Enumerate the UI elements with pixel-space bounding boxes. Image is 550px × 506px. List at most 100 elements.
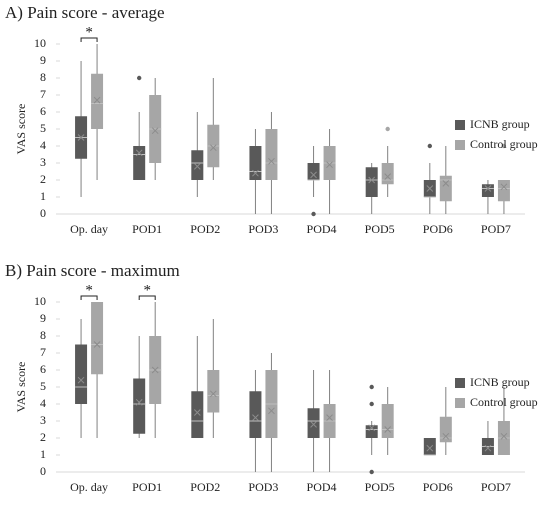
y-tick-label: 10	[34, 294, 46, 308]
mean-marker	[426, 185, 434, 192]
mean-marker	[368, 424, 376, 432]
outlier	[311, 211, 316, 217]
x-tick-label: POD7	[481, 480, 511, 494]
x-tick-label: Op. day	[70, 480, 108, 494]
significance-label: *	[85, 24, 93, 40]
outlier	[427, 143, 433, 149]
y-tick-label: 4	[40, 396, 46, 410]
x-tick-label: POD1	[132, 222, 162, 236]
box	[307, 163, 320, 180]
mean-marker	[151, 127, 159, 135]
mean-marker	[384, 173, 392, 180]
x-tick-label: POD3	[248, 222, 278, 236]
y-tick-label: 9	[40, 311, 46, 325]
mean-marker	[151, 366, 159, 374]
chart-title: A) Pain score - average	[5, 3, 165, 22]
y-tick-label: 1	[40, 447, 46, 461]
y-tick-label: 5	[40, 379, 46, 393]
box	[439, 416, 452, 443]
x-tick-label: POD7	[481, 222, 511, 236]
outlier	[136, 75, 142, 81]
mean-marker	[268, 407, 275, 415]
y-tick-label: 10	[34, 36, 46, 50]
outlier	[369, 469, 374, 475]
mean-marker	[368, 176, 376, 184]
mean-marker	[310, 421, 317, 428]
y-tick-label: 0	[40, 206, 46, 220]
mean-marker	[500, 432, 508, 440]
mean-marker	[193, 163, 201, 170]
legend-label: Control group	[470, 395, 538, 409]
y-tick-label: 8	[40, 328, 46, 342]
x-tick-label: POD2	[190, 222, 220, 236]
mean-marker	[310, 171, 317, 179]
mean-marker	[442, 432, 450, 440]
mean-marker	[193, 409, 201, 416]
box	[365, 425, 378, 438]
box	[307, 408, 320, 438]
legend-swatch	[455, 378, 465, 388]
y-tick-label: 4	[40, 138, 46, 152]
mean-marker	[442, 180, 450, 187]
box	[91, 73, 104, 129]
x-tick-label: POD2	[190, 480, 220, 494]
legend-label: ICNB group	[470, 375, 530, 389]
mean-marker	[209, 144, 217, 152]
legend-swatch	[455, 140, 465, 150]
legend-label: Control group	[470, 137, 538, 151]
y-tick-label: 1	[40, 189, 46, 203]
box	[497, 180, 510, 202]
outlier	[501, 143, 507, 149]
significance-label: *	[143, 282, 151, 298]
y-tick-label: 3	[40, 413, 46, 427]
y-tick-label: 2	[40, 430, 46, 444]
box	[207, 370, 220, 413]
x-tick-label: POD3	[248, 480, 278, 494]
x-tick-label: POD6	[423, 480, 453, 494]
y-tick-label: 6	[40, 362, 46, 376]
y-tick-label: 9	[40, 53, 46, 67]
y-tick-label: 0	[40, 464, 46, 478]
mean-marker	[484, 444, 492, 452]
y-tick-label: 6	[40, 104, 46, 118]
mean-marker	[484, 185, 492, 192]
mean-marker	[135, 398, 143, 406]
box	[191, 150, 204, 180]
mean-marker	[268, 157, 275, 165]
significance-label: *	[85, 282, 93, 298]
box	[249, 146, 262, 180]
y-tick-label: 5	[40, 121, 46, 135]
significance-bracket	[138, 295, 156, 300]
significance-bracket	[80, 295, 98, 300]
mean-marker	[93, 341, 101, 348]
x-tick-label: POD4	[307, 222, 337, 236]
mean-marker	[500, 183, 508, 191]
box	[133, 146, 146, 180]
x-tick-label: Op. day	[70, 222, 108, 236]
y-tick-label: 3	[40, 155, 46, 169]
x-tick-label: POD6	[423, 222, 453, 236]
box	[75, 344, 88, 404]
mean-marker	[326, 414, 333, 421]
mean-marker	[77, 376, 85, 384]
x-tick-label: POD1	[132, 480, 162, 494]
x-tick-label: POD5	[365, 480, 395, 494]
box	[423, 438, 436, 455]
mean-marker	[326, 161, 333, 169]
box	[439, 175, 452, 202]
y-axis-label: VAS score	[14, 362, 28, 413]
y-axis-label: VAS score	[14, 104, 28, 155]
outlier	[385, 126, 390, 132]
mean-marker	[252, 414, 259, 421]
y-tick-label: 2	[40, 172, 46, 186]
y-tick-label: 8	[40, 70, 46, 84]
box	[133, 378, 146, 434]
box	[191, 391, 204, 438]
box	[249, 391, 262, 438]
legend-swatch	[455, 398, 465, 408]
mean-marker	[384, 426, 392, 433]
box	[365, 167, 378, 197]
outlier	[369, 401, 374, 407]
legend-swatch	[455, 120, 465, 130]
